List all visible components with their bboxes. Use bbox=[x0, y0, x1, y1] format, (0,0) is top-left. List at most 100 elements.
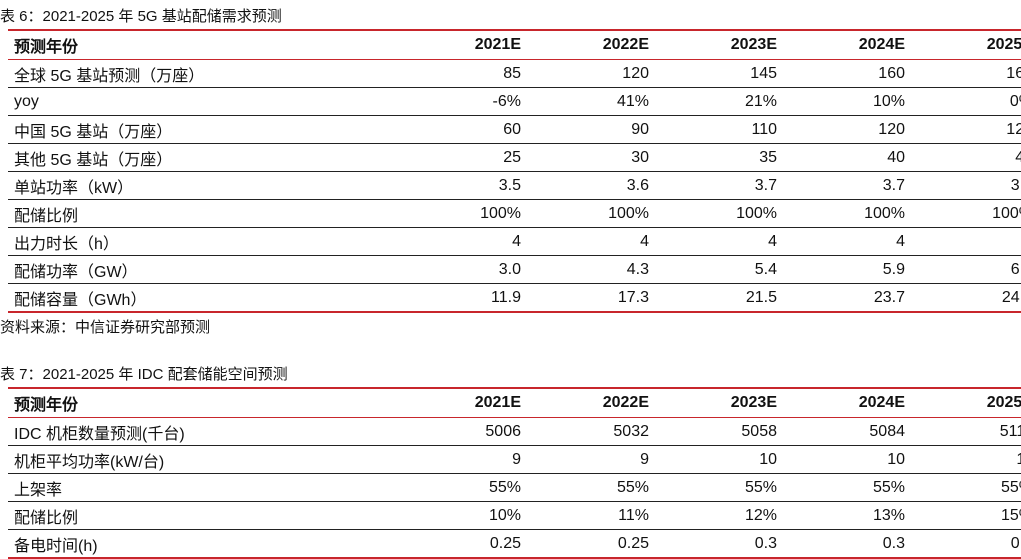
cell-value: 24.3 bbox=[911, 283, 1021, 313]
row-label: 出力时长（h） bbox=[8, 227, 399, 256]
cell-value: 160 bbox=[783, 59, 911, 88]
row-label: 配储功率（GW） bbox=[8, 255, 399, 284]
cell-value: 9 bbox=[527, 445, 655, 474]
row-label: IDC 机柜数量预测(千台) bbox=[8, 417, 399, 446]
cell-value: 4 bbox=[911, 227, 1021, 256]
cell-value: 40 bbox=[911, 143, 1021, 172]
cell-value: 120 bbox=[527, 59, 655, 88]
header-row: 预测年份2021E2022E2023E2024E2025E bbox=[8, 388, 1021, 418]
cell-value: 10 bbox=[783, 445, 911, 474]
cell-value: 5006 bbox=[399, 417, 527, 446]
table6: 预测年份2021E2022E2023E2024E2025E 全球 5G 基站预测… bbox=[8, 29, 1021, 313]
cell-value: 100% bbox=[399, 199, 527, 228]
row-label: 上架率 bbox=[8, 473, 399, 502]
cell-value: 110 bbox=[655, 115, 783, 144]
cell-value: 120 bbox=[783, 115, 911, 144]
cell-value: 3.7 bbox=[655, 171, 783, 200]
cell-value: 21% bbox=[655, 87, 783, 116]
cell-value: 21.5 bbox=[655, 283, 783, 313]
cell-value: 12% bbox=[655, 501, 783, 530]
cell-value: 145 bbox=[655, 59, 783, 88]
cell-value: 0.3 bbox=[783, 529, 911, 559]
cell-value: 55% bbox=[911, 473, 1021, 502]
cell-value: 11 bbox=[911, 445, 1021, 474]
table-row: 配储功率（GW）3.04.35.45.96.1 bbox=[8, 255, 1021, 284]
table7: 预测年份2021E2022E2023E2024E2025E IDC 机柜数量预测… bbox=[8, 387, 1021, 559]
cell-value: 0.3 bbox=[911, 529, 1021, 559]
header-year: 2023E bbox=[655, 30, 783, 60]
cell-value: 4 bbox=[399, 227, 527, 256]
header-year: 2023E bbox=[655, 388, 783, 418]
cell-value: 0.25 bbox=[527, 529, 655, 559]
header-year: 2022E bbox=[527, 388, 655, 418]
cell-value: 100% bbox=[911, 199, 1021, 228]
cell-value: 35 bbox=[655, 143, 783, 172]
cell-value: 4 bbox=[655, 227, 783, 256]
cell-value: 55% bbox=[399, 473, 527, 502]
cell-value: 5032 bbox=[527, 417, 655, 446]
cell-value: 0.3 bbox=[655, 529, 783, 559]
row-label: 中国 5G 基站（万座） bbox=[8, 115, 399, 144]
cell-value: 5058 bbox=[655, 417, 783, 446]
table-row: 备电时间(h)0.250.250.30.30.3 bbox=[8, 529, 1021, 559]
cell-value: 15% bbox=[911, 501, 1021, 530]
cell-value: 60 bbox=[399, 115, 527, 144]
header-year: 2025E bbox=[911, 30, 1021, 60]
header-year: 2024E bbox=[783, 30, 911, 60]
header-row: 预测年份2021E2022E2023E2024E2025E bbox=[8, 30, 1021, 60]
cell-value: 23.7 bbox=[783, 283, 911, 313]
table-row: 出力时长（h）44444 bbox=[8, 227, 1021, 256]
row-label: 单站功率（kW） bbox=[8, 171, 399, 200]
cell-value: 17.3 bbox=[527, 283, 655, 313]
table6-source: 资料来源：中信证券研究部预测 bbox=[0, 319, 211, 336]
cell-value: 5.9 bbox=[783, 255, 911, 284]
cell-value: 100% bbox=[655, 199, 783, 228]
cell-value: 120 bbox=[911, 115, 1021, 144]
table-row: 其他 5G 基站（万座）2530354040 bbox=[8, 143, 1021, 172]
cell-value: 55% bbox=[527, 473, 655, 502]
cell-value: 10% bbox=[399, 501, 527, 530]
cell-value: 25 bbox=[399, 143, 527, 172]
cell-value: 6.1 bbox=[911, 255, 1021, 284]
cell-value: 4.3 bbox=[527, 255, 655, 284]
table6-caption: 表 6：2021-2025 年 5G 基站配储需求预测 bbox=[0, 8, 282, 25]
table7-caption: 表 7：2021-2025 年 IDC 配套储能空间预测 bbox=[0, 366, 288, 383]
header-year: 2022E bbox=[527, 30, 655, 60]
cell-value: 10% bbox=[783, 87, 911, 116]
cell-value: 5111 bbox=[911, 417, 1021, 446]
cell-value: 55% bbox=[655, 473, 783, 502]
row-label: 全球 5G 基站预测（万座） bbox=[8, 59, 399, 88]
row-label: 配储容量（GWh） bbox=[8, 283, 399, 313]
cell-value: 100% bbox=[527, 199, 655, 228]
header-year: 2021E bbox=[399, 388, 527, 418]
row-label: 备电时间(h) bbox=[8, 529, 399, 559]
cell-value: 11% bbox=[527, 501, 655, 530]
cell-value: 30 bbox=[527, 143, 655, 172]
row-label: 配储比例 bbox=[8, 501, 399, 530]
cell-value: 100% bbox=[783, 199, 911, 228]
cell-value: 13% bbox=[783, 501, 911, 530]
table-row: yoy-6%41%21%10%0% bbox=[8, 87, 1021, 116]
cell-value: 41% bbox=[527, 87, 655, 116]
cell-value: 55% bbox=[783, 473, 911, 502]
cell-value: 160 bbox=[911, 59, 1021, 88]
cell-value: 85 bbox=[399, 59, 527, 88]
table-row: 配储容量（GWh）11.917.321.523.724.3 bbox=[8, 283, 1021, 313]
cell-value: 3.0 bbox=[399, 255, 527, 284]
cell-value: 4 bbox=[527, 227, 655, 256]
row-label: yoy bbox=[8, 87, 399, 116]
row-label: 其他 5G 基站（万座） bbox=[8, 143, 399, 172]
cell-value: 0.25 bbox=[399, 529, 527, 559]
cell-value: 0% bbox=[911, 87, 1021, 116]
header-label: 预测年份 bbox=[8, 388, 399, 418]
row-label: 配储比例 bbox=[8, 199, 399, 228]
table-row: 全球 5G 基站预测（万座）85120145160160 bbox=[8, 59, 1021, 88]
cell-value: 9 bbox=[399, 445, 527, 474]
cell-value: 3.5 bbox=[399, 171, 527, 200]
cell-value: 5.4 bbox=[655, 255, 783, 284]
cell-value: 90 bbox=[527, 115, 655, 144]
cell-value: 3.7 bbox=[783, 171, 911, 200]
